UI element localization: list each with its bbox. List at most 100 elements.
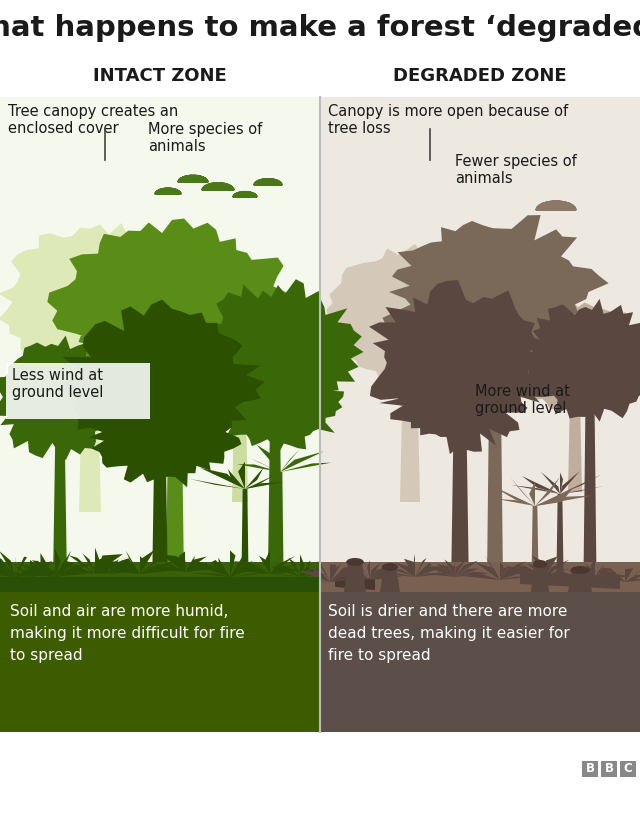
Polygon shape [605, 567, 625, 582]
Polygon shape [95, 547, 100, 574]
Polygon shape [30, 562, 39, 577]
Polygon shape [15, 560, 39, 577]
Polygon shape [245, 467, 264, 489]
Polygon shape [541, 472, 560, 494]
Polygon shape [110, 559, 119, 574]
Polygon shape [40, 553, 55, 577]
Polygon shape [625, 567, 626, 582]
Polygon shape [464, 574, 500, 580]
Polygon shape [560, 471, 580, 494]
Polygon shape [63, 568, 95, 574]
Polygon shape [202, 183, 234, 190]
Polygon shape [569, 573, 595, 580]
Polygon shape [474, 572, 500, 580]
Polygon shape [0, 568, 15, 577]
Polygon shape [601, 579, 625, 582]
Polygon shape [15, 567, 64, 577]
Polygon shape [140, 560, 181, 574]
Polygon shape [585, 563, 595, 580]
Polygon shape [23, 568, 55, 577]
Polygon shape [111, 560, 140, 574]
Polygon shape [230, 566, 262, 577]
Polygon shape [560, 474, 601, 494]
Polygon shape [55, 561, 74, 577]
Polygon shape [268, 392, 282, 572]
Polygon shape [230, 561, 253, 577]
Polygon shape [280, 562, 300, 577]
Polygon shape [415, 562, 432, 577]
Polygon shape [454, 563, 455, 577]
Polygon shape [174, 287, 323, 414]
Polygon shape [79, 282, 265, 401]
Polygon shape [577, 567, 595, 580]
Polygon shape [109, 557, 110, 574]
Polygon shape [245, 475, 275, 489]
Polygon shape [535, 488, 573, 506]
Polygon shape [232, 382, 248, 502]
Polygon shape [300, 562, 322, 577]
Polygon shape [568, 382, 582, 492]
Polygon shape [111, 567, 140, 574]
Polygon shape [431, 572, 455, 577]
Polygon shape [532, 556, 545, 577]
Polygon shape [110, 568, 132, 574]
Polygon shape [370, 576, 403, 580]
Polygon shape [591, 560, 595, 580]
Polygon shape [404, 559, 415, 577]
Polygon shape [79, 352, 101, 512]
Polygon shape [0, 551, 15, 577]
Polygon shape [595, 571, 616, 580]
Text: B: B [586, 762, 595, 775]
Polygon shape [292, 577, 330, 582]
Polygon shape [161, 555, 185, 572]
Polygon shape [266, 550, 270, 574]
Bar [321, 562, 640, 592]
Polygon shape [55, 551, 71, 577]
Polygon shape [383, 215, 609, 373]
Polygon shape [625, 568, 634, 582]
Polygon shape [536, 201, 576, 210]
Polygon shape [276, 449, 280, 472]
Bar [321, 592, 640, 732]
Polygon shape [191, 572, 230, 577]
Polygon shape [351, 567, 370, 580]
Polygon shape [140, 556, 166, 574]
Polygon shape [298, 571, 330, 582]
Polygon shape [230, 551, 236, 577]
Polygon shape [83, 553, 95, 574]
Polygon shape [71, 566, 95, 574]
Bar [582, 761, 598, 777]
Polygon shape [210, 560, 230, 577]
Polygon shape [511, 485, 560, 494]
Polygon shape [194, 280, 364, 420]
Polygon shape [300, 568, 322, 577]
Polygon shape [270, 566, 294, 574]
Polygon shape [522, 476, 560, 494]
Polygon shape [288, 557, 300, 577]
Polygon shape [125, 551, 140, 574]
Polygon shape [500, 562, 526, 580]
Polygon shape [370, 568, 398, 580]
Polygon shape [102, 562, 110, 574]
Polygon shape [0, 564, 15, 577]
Polygon shape [339, 572, 370, 580]
Polygon shape [515, 566, 545, 577]
Polygon shape [189, 479, 245, 489]
Polygon shape [0, 223, 198, 383]
Polygon shape [95, 557, 105, 574]
Text: Soil and air are more humid,
making it more difficult for fire
to spread: Soil and air are more humid, making it m… [10, 604, 244, 663]
Polygon shape [414, 277, 573, 390]
Polygon shape [140, 550, 155, 574]
Polygon shape [238, 566, 270, 574]
Polygon shape [185, 563, 218, 572]
Polygon shape [500, 577, 533, 580]
Polygon shape [250, 560, 270, 574]
Polygon shape [86, 379, 241, 488]
Polygon shape [370, 568, 386, 580]
Polygon shape [95, 554, 123, 574]
Polygon shape [511, 478, 535, 506]
Polygon shape [367, 561, 370, 580]
Text: DEGRADED ZONE: DEGRADED ZONE [393, 67, 567, 85]
Text: C: C [623, 762, 632, 775]
Polygon shape [228, 469, 245, 489]
